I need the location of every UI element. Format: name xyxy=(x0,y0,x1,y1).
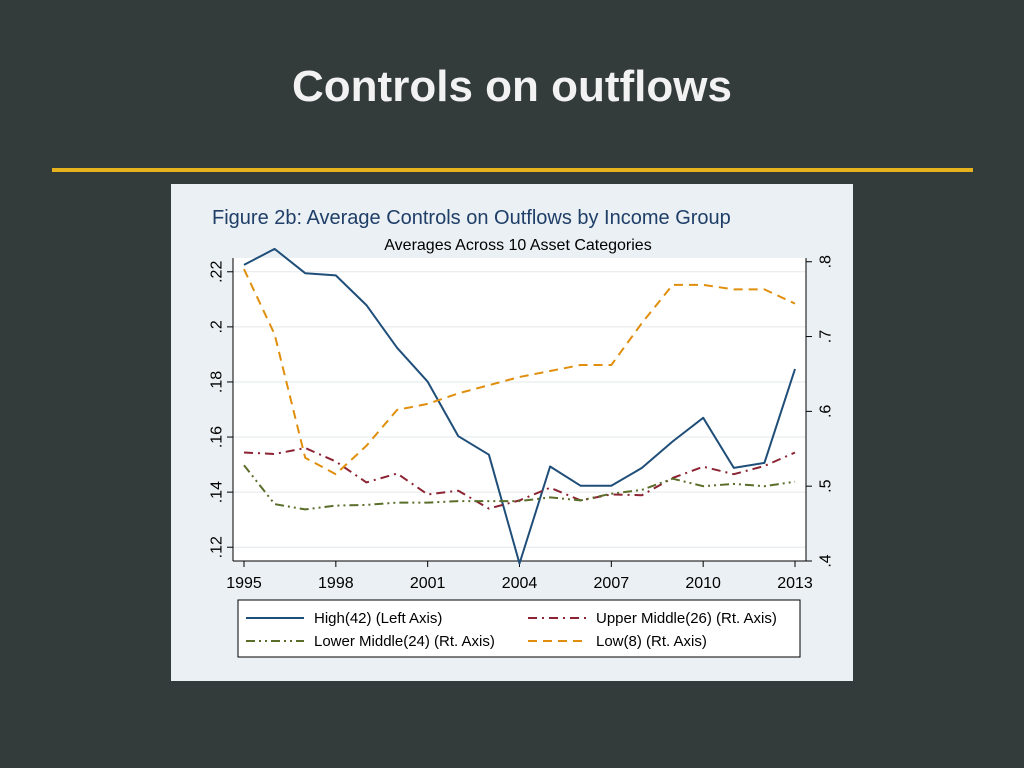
left-axis-tick-label: .16 xyxy=(209,426,226,448)
slide-title: Controls on outflows xyxy=(292,62,732,111)
legend-box xyxy=(237,599,801,658)
series-line-3 xyxy=(243,464,796,511)
title-divider xyxy=(52,168,973,172)
legend-label: High(42) (Left Axis) xyxy=(314,610,442,627)
left-axis-tick-label: .22 xyxy=(209,261,226,283)
chart-title: Figure 2b: Average Controls on Outflows … xyxy=(212,207,731,229)
legend-label: Upper Middle(26) (Rt. Axis) xyxy=(596,610,777,627)
right-axis-tick-label: .7 xyxy=(818,330,835,343)
x-axis-tick-label: 2010 xyxy=(685,575,721,592)
plot-area xyxy=(233,258,806,561)
series-line-4 xyxy=(243,268,796,476)
left-axis-tick-label: .18 xyxy=(209,371,226,393)
series-line-1 xyxy=(243,247,796,565)
legend-label: Low(8) (Rt. Axis) xyxy=(596,633,707,650)
right-axis-tick-label: .4 xyxy=(818,554,835,567)
line-chart: Figure 2b: Average Controls on Outflows … xyxy=(171,184,853,681)
left-axis-tick-label: .2 xyxy=(209,320,226,333)
x-axis-tick-label: 1995 xyxy=(226,575,262,592)
x-axis-tick-label: 2004 xyxy=(502,575,538,592)
chart-subtitle: Averages Across 10 Asset Categories xyxy=(384,237,651,254)
x-axis-tick-label: 2007 xyxy=(594,575,630,592)
right-axis-tick-label: .8 xyxy=(818,255,835,268)
x-axis-tick-label: 2013 xyxy=(777,575,813,592)
right-axis-tick-label: .5 xyxy=(818,479,835,492)
right-axis-tick-label: .6 xyxy=(818,405,835,418)
legend-label: Lower Middle(24) (Rt. Axis) xyxy=(314,633,495,650)
x-axis-tick-label: 2001 xyxy=(410,575,446,592)
chart-figure: Figure 2b: Average Controls on Outflows … xyxy=(171,184,853,681)
x-axis-tick-label: 1998 xyxy=(318,575,354,592)
left-axis-tick-label: .14 xyxy=(209,481,226,503)
left-axis-tick-label: .12 xyxy=(209,536,226,558)
